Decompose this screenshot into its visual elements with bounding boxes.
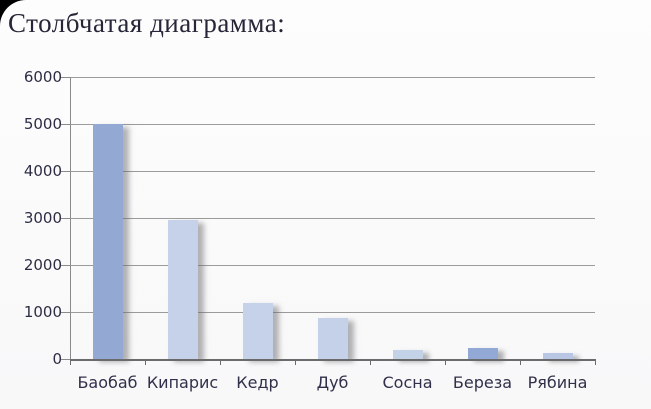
y-axis-tick xyxy=(61,171,70,172)
bar-4 xyxy=(318,318,348,359)
bar-6 xyxy=(468,348,498,359)
gridline xyxy=(70,312,595,313)
x-axis-tick xyxy=(370,359,371,365)
gridline xyxy=(70,171,595,172)
y-axis-tick xyxy=(61,265,70,266)
y-axis-tick xyxy=(61,77,70,78)
x-axis-line xyxy=(70,359,595,361)
x-axis-tick xyxy=(220,359,221,365)
x-category-label: Сосна xyxy=(382,373,433,392)
gridline xyxy=(70,124,595,125)
x-axis-tick xyxy=(70,359,71,365)
y-tick-label: 4000 xyxy=(23,162,62,180)
y-tick-label: 0 xyxy=(52,350,62,368)
bar-7 xyxy=(543,353,573,359)
y-axis-tick xyxy=(61,359,70,360)
x-category-label: Рябина xyxy=(527,373,588,392)
bar-2 xyxy=(168,220,198,359)
y-tick-label: 5000 xyxy=(23,115,62,133)
gridline xyxy=(70,218,595,219)
bar-5 xyxy=(393,350,423,359)
y-axis-tick xyxy=(61,124,70,125)
x-axis-tick xyxy=(295,359,296,365)
y-tick-label: 2000 xyxy=(23,256,62,274)
x-category-label: Баобаб xyxy=(77,373,138,392)
chart-title: Столбчатая диаграмма: xyxy=(8,8,286,38)
y-tick-label: 3000 xyxy=(23,209,62,227)
y-tick-label: 1000 xyxy=(23,303,62,321)
gridline xyxy=(70,77,595,78)
y-tick-label: 6000 xyxy=(23,68,62,86)
x-axis-tick xyxy=(595,359,596,365)
bar-1 xyxy=(93,124,123,359)
x-category-label: Кипарис xyxy=(146,373,219,392)
x-category-label: Кедр xyxy=(236,373,279,392)
x-category-label: Дуб xyxy=(316,373,349,392)
x-axis-tick xyxy=(445,359,446,365)
y-axis-line xyxy=(70,77,71,360)
y-axis-tick xyxy=(61,312,70,313)
gridline xyxy=(70,265,595,266)
bar-3 xyxy=(243,303,273,359)
x-axis-tick xyxy=(520,359,521,365)
x-axis-tick xyxy=(145,359,146,365)
x-category-label: Береза xyxy=(452,373,513,392)
y-axis-tick xyxy=(61,218,70,219)
